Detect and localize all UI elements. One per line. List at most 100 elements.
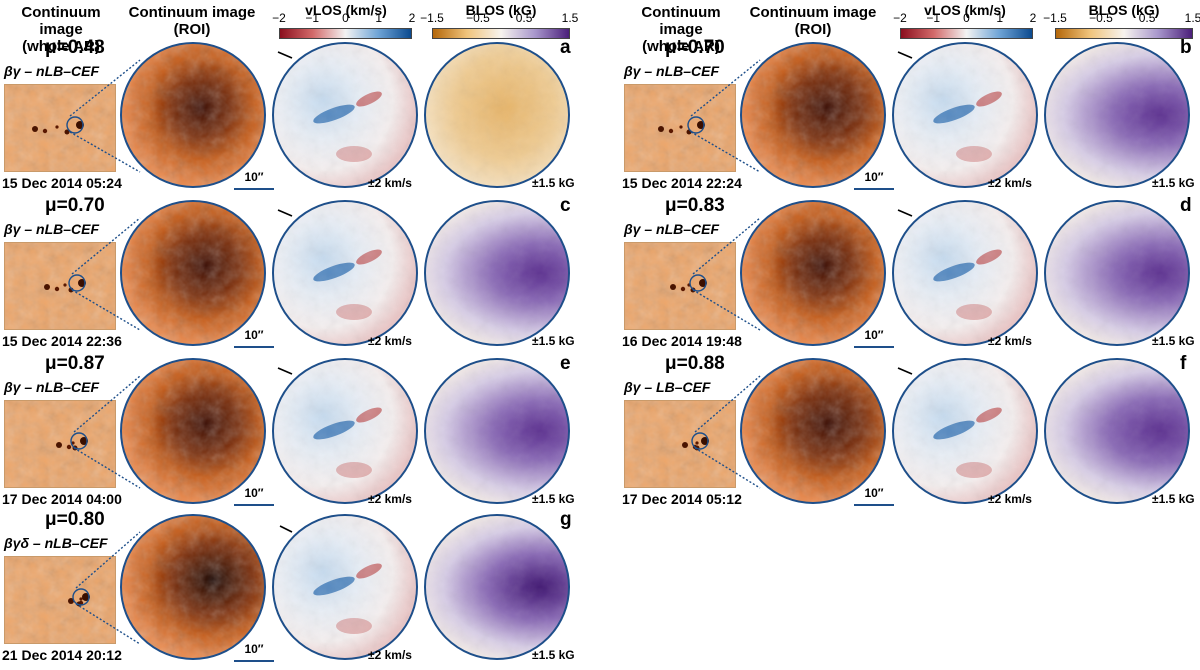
blos-disk bbox=[1044, 200, 1190, 346]
blos-disk bbox=[1044, 42, 1190, 188]
blos-tick-label: −1.5 bbox=[420, 11, 444, 25]
header-roi-right: Continuum image (ROI) bbox=[749, 4, 877, 38]
north-arrow bbox=[279, 525, 293, 533]
vlos-tick-label: 2 bbox=[1029, 11, 1037, 25]
continuum-roi-disk bbox=[740, 200, 886, 346]
classification-label: βγ – LB–CEF bbox=[624, 379, 711, 395]
observation-date: 15 Dec 2014 05:24 bbox=[2, 175, 122, 191]
mu-value: μ=0.70 bbox=[45, 195, 105, 216]
observation-date: 15 Dec 2014 22:24 bbox=[622, 175, 742, 191]
figure-panel-f: μ=0.88 βγ – LB–CEF 17 Dec 2014 05:12 10″ bbox=[620, 353, 1200, 514]
observation-date: 17 Dec 2014 04:00 bbox=[2, 491, 122, 507]
blos-colorbar bbox=[432, 28, 570, 39]
vlos-tick-label: 0 bbox=[963, 11, 970, 25]
mu-value: μ=0.88 bbox=[665, 353, 725, 374]
blos-range-label: ±1.5 kG bbox=[1152, 492, 1195, 506]
vlos-colorbar-title: vLOS (km/s) bbox=[305, 2, 387, 18]
whole-ar-continuum-thumbnail bbox=[624, 84, 736, 172]
blos-tick-label: −0.5 bbox=[466, 11, 490, 25]
north-arrow bbox=[277, 209, 293, 217]
vlos-disk bbox=[892, 200, 1038, 346]
ar-sunspot-group bbox=[625, 243, 735, 329]
whole-ar-continuum-thumbnail bbox=[4, 242, 116, 330]
vlos-disk bbox=[272, 514, 418, 660]
whole-ar-continuum-thumbnail bbox=[4, 556, 116, 644]
scale-bar-label: 10″ bbox=[244, 642, 264, 656]
scale-bar bbox=[234, 504, 274, 506]
scale-bar bbox=[234, 660, 274, 662]
vlos-range-label: ±2 km/s bbox=[988, 176, 1032, 190]
scale-bar bbox=[854, 346, 894, 348]
panel-letter: c bbox=[560, 195, 571, 216]
scale-bar-label: 10″ bbox=[244, 486, 264, 500]
vlos-disk bbox=[892, 358, 1038, 504]
panel-letter: b bbox=[1180, 37, 1192, 58]
figure-panel-g: μ=0.80 βγδ – nLB–CEF 21 Dec 2014 20:12 1… bbox=[0, 509, 600, 670]
figure-panel-b: μ=0.70 βγ – nLB–CEF 15 Dec 2014 22:24 10… bbox=[620, 37, 1200, 198]
observation-date: 17 Dec 2014 05:12 bbox=[622, 491, 742, 507]
mu-value: μ=0.48 bbox=[45, 37, 105, 58]
north-arrow bbox=[897, 209, 913, 217]
blos-colorbar-title-right: BLOS (kG) bbox=[1088, 2, 1160, 18]
observation-date: 16 Dec 2014 19:48 bbox=[622, 333, 742, 349]
figure-panel-d: μ=0.83 βγ – nLB–CEF 16 Dec 2014 19:48 10… bbox=[620, 195, 1200, 356]
north-arrow bbox=[277, 51, 293, 59]
blos-range-label: ±1.5 kG bbox=[532, 492, 575, 506]
scale-bar-label: 10″ bbox=[864, 486, 884, 500]
vlos-tick-label: 2 bbox=[408, 11, 416, 25]
scale-bar bbox=[234, 346, 274, 348]
vlos-range-label: ±2 km/s bbox=[368, 648, 412, 662]
blos-disk bbox=[424, 514, 570, 660]
whole-ar-continuum-thumbnail bbox=[4, 400, 116, 488]
header-roi: Continuum image (ROI) bbox=[128, 4, 256, 38]
blos-range-label: ±1.5 kG bbox=[532, 648, 575, 662]
classification-label: βγδ – nLB–CEF bbox=[4, 535, 108, 551]
continuum-roi-disk bbox=[120, 42, 266, 188]
vlos-tick-label: −1 bbox=[926, 11, 941, 25]
blos-tick-label: 0.5 bbox=[1138, 11, 1156, 25]
classification-label: βγ – nLB–CEF bbox=[624, 221, 720, 237]
vlos-range-label: ±2 km/s bbox=[988, 492, 1032, 506]
observation-date: 21 Dec 2014 20:12 bbox=[2, 647, 122, 663]
blos-range-label: ±1.5 kG bbox=[532, 334, 575, 348]
panel-letter: e bbox=[560, 353, 571, 374]
blos-range-label: ±1.5 kG bbox=[1152, 334, 1195, 348]
whole-ar-continuum-thumbnail bbox=[624, 242, 736, 330]
blos-tick-label: 0.5 bbox=[515, 11, 533, 25]
blos-tick-label: 1.5 bbox=[1184, 11, 1200, 25]
ar-sunspot-group bbox=[625, 85, 735, 171]
figure-panel-e: μ=0.87 βγ – nLB–CEF 17 Dec 2014 04:00 10… bbox=[0, 353, 600, 514]
continuum-roi-disk bbox=[120, 358, 266, 504]
continuum-roi-disk bbox=[120, 200, 266, 346]
blos-disk bbox=[424, 200, 570, 346]
figure-panel-a: μ=0.48 βγ – nLB–CEF 15 Dec 2014 05:24 10… bbox=[0, 37, 600, 198]
vlos-range-label: ±2 km/s bbox=[368, 176, 412, 190]
vlos-disk bbox=[272, 358, 418, 504]
scale-bar-label: 10″ bbox=[244, 328, 264, 342]
blos-disk bbox=[1044, 358, 1190, 504]
mu-value: μ=0.80 bbox=[45, 509, 105, 530]
ar-sunspot-group bbox=[625, 401, 735, 487]
classification-label: βγ – nLB–CEF bbox=[624, 63, 720, 79]
north-arrow bbox=[897, 367, 913, 375]
panel-letter: d bbox=[1180, 195, 1192, 216]
panel-letter: f bbox=[1180, 353, 1187, 374]
vlos-tick-label: 1 bbox=[996, 11, 1004, 25]
scale-bar bbox=[854, 188, 894, 190]
blos-tick-label: −1.5 bbox=[1043, 11, 1067, 25]
blos-colorbar-right bbox=[1055, 28, 1193, 39]
whole-ar-continuum-thumbnail bbox=[4, 84, 116, 172]
north-arrow bbox=[277, 367, 293, 375]
vlos-disk bbox=[272, 42, 418, 188]
scale-bar-label: 10″ bbox=[244, 170, 264, 184]
classification-label: βγ – nLB–CEF bbox=[4, 379, 100, 395]
ar-sunspot-group bbox=[5, 557, 115, 643]
vlos-range-label: ±2 km/s bbox=[368, 492, 412, 506]
vlos-colorbar-right bbox=[900, 28, 1033, 39]
header-whole-ar: Continuum image (whole AR) bbox=[21, 4, 101, 55]
mu-value: μ=0.83 bbox=[665, 195, 725, 216]
blos-tick-label: 1.5 bbox=[561, 11, 579, 25]
blos-range-label: ±1.5 kG bbox=[532, 176, 575, 190]
vlos-colorbar-title-right: vLOS (km/s) bbox=[924, 2, 1006, 18]
vlos-tick-label: 0 bbox=[342, 11, 349, 25]
